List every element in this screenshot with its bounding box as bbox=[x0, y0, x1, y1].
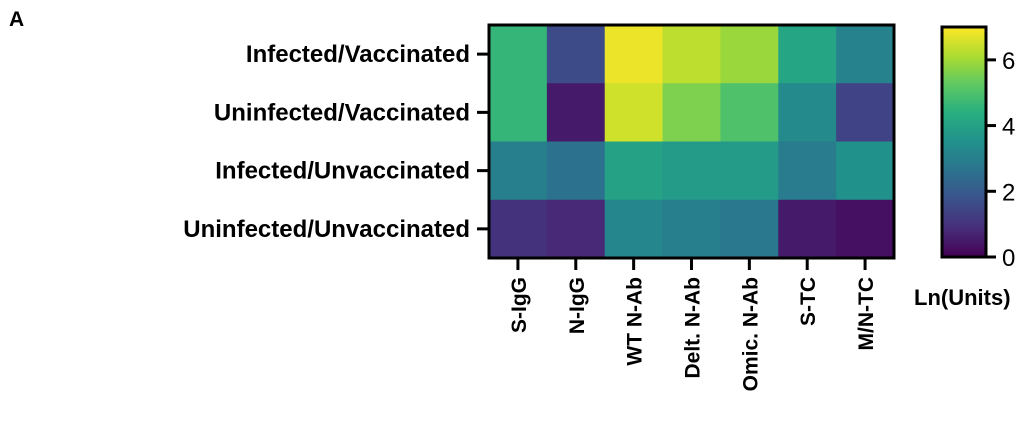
heatmap-cell bbox=[720, 83, 779, 142]
heatmap-cell bbox=[489, 83, 548, 142]
row-label: Infected/Unvaccinated bbox=[215, 158, 470, 185]
heatmap-cell bbox=[720, 199, 779, 259]
heatmap-cell bbox=[778, 25, 837, 84]
column-label: WT N-Ab bbox=[624, 277, 647, 366]
heatmap-cell bbox=[778, 141, 837, 201]
colorbar-title: Ln(Units) bbox=[914, 285, 1011, 310]
row-labels: Infected/Vaccinated Uninfected/Vaccinated… bbox=[183, 41, 470, 243]
column-label: N-IgG bbox=[566, 277, 589, 334]
heatmap-cell bbox=[604, 199, 664, 259]
heatmap-cell bbox=[778, 83, 837, 142]
heatmap-cell bbox=[836, 199, 895, 259]
colorbar-tick-label: 0 bbox=[1002, 245, 1015, 272]
heatmap-cell bbox=[836, 141, 895, 201]
colorbar-tick-label: 6 bbox=[1002, 48, 1015, 75]
column-label: Delt. N-Ab bbox=[682, 277, 705, 379]
heatmap-cell bbox=[604, 25, 664, 84]
heatmap-cell bbox=[546, 83, 606, 142]
row-label: Infected/Vaccinated bbox=[246, 41, 470, 68]
heatmap-cells bbox=[489, 25, 895, 259]
column-labels: S-IgG N-IgG WT N-Ab Delt. N-Ab Omic. N-Ab S-T… bbox=[508, 277, 878, 391]
heatmap-cell bbox=[720, 25, 779, 84]
row-label: Uninfected/Vaccinated bbox=[214, 99, 470, 126]
colorbar-gradient bbox=[940, 25, 988, 259]
heatmap-cell bbox=[662, 83, 721, 142]
heatmap-cell bbox=[662, 199, 721, 259]
heatmap-cell bbox=[778, 199, 837, 259]
heatmap-cell bbox=[604, 141, 664, 201]
heatmap-cell bbox=[604, 83, 664, 142]
colorbar-tick-label: 2 bbox=[1002, 179, 1015, 206]
panel-label: A bbox=[9, 8, 25, 31]
heatmap-cell bbox=[489, 199, 548, 259]
column-label: M/N-TC bbox=[855, 277, 878, 350]
heatmap-cell bbox=[546, 25, 606, 84]
heatmap-cell bbox=[720, 141, 779, 201]
heatmap-cell bbox=[836, 83, 895, 142]
heatmap-cell bbox=[662, 25, 721, 84]
column-label: S-IgG bbox=[508, 277, 531, 333]
colorbar: 0 2 4 6 Ln(Units) bbox=[914, 25, 1015, 310]
heatmap-cell bbox=[836, 25, 895, 84]
heatmap-cell bbox=[489, 25, 548, 84]
axes bbox=[477, 23, 896, 270]
heatmap-cell bbox=[662, 141, 721, 201]
heatmap-cell bbox=[489, 141, 548, 201]
colorbar-tick-label: 4 bbox=[1002, 114, 1015, 141]
heatmap-cell bbox=[546, 141, 606, 201]
heatmap-cell bbox=[546, 199, 606, 259]
row-label: Uninfected/Unvaccinated bbox=[183, 216, 470, 243]
column-label: S-TC bbox=[797, 277, 820, 326]
column-label: Omic. N-Ab bbox=[739, 277, 762, 391]
